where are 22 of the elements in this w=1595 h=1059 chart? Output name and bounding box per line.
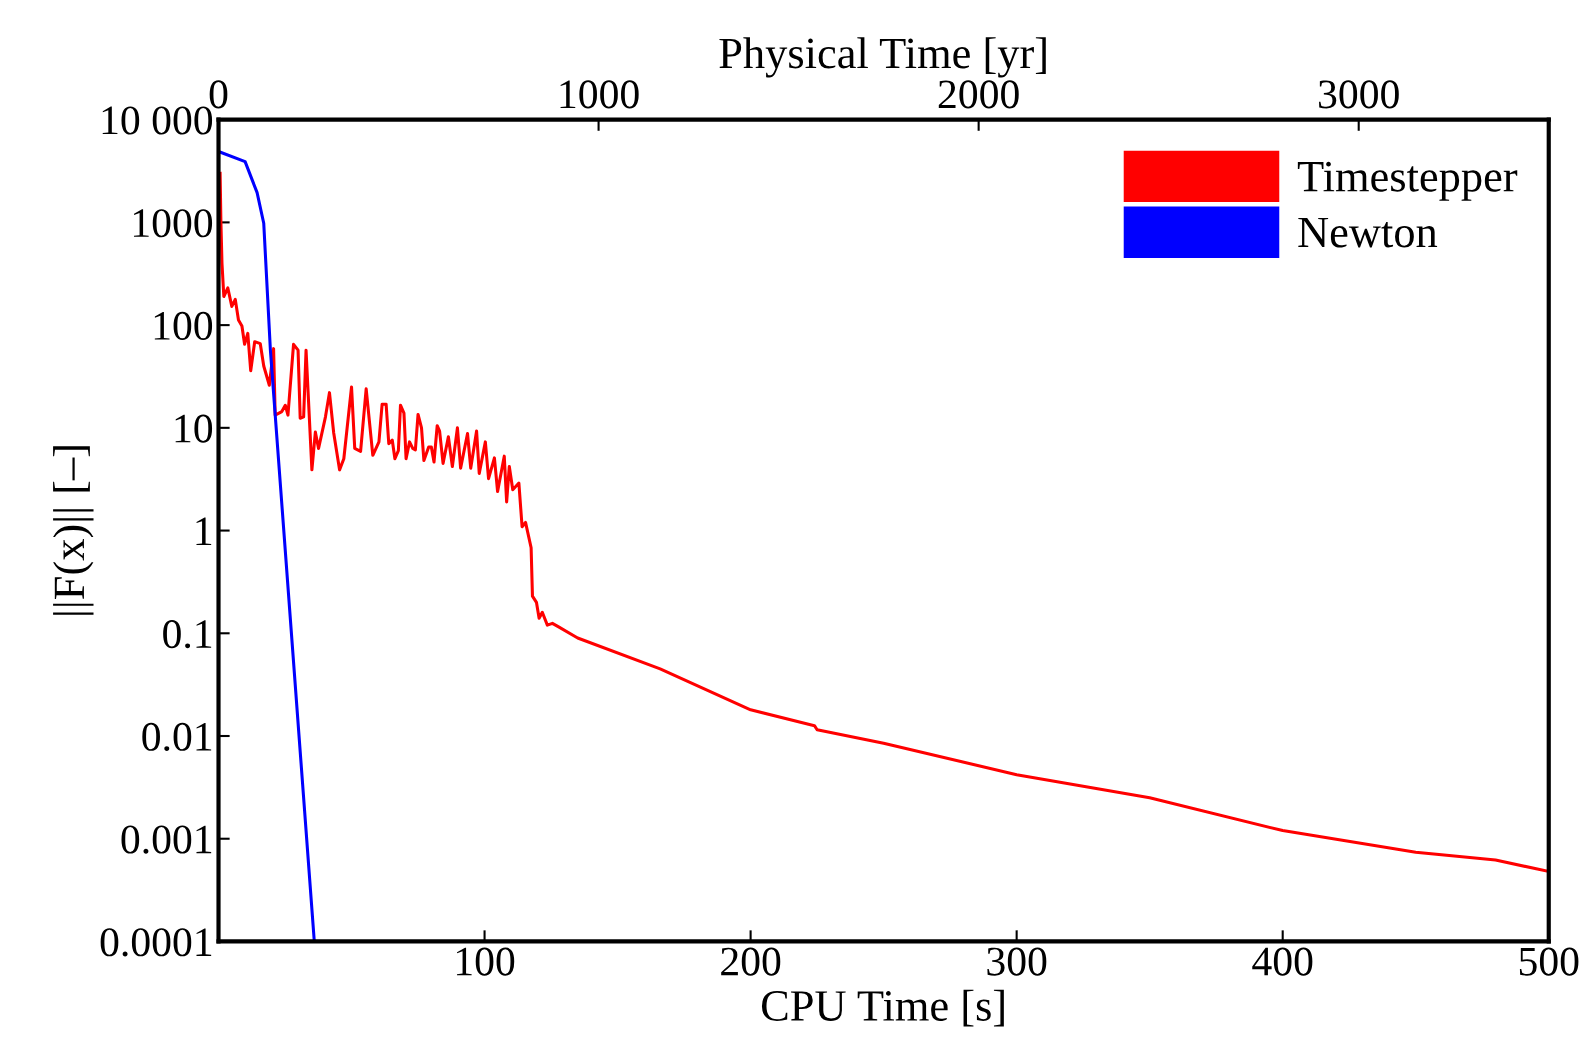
legend-label: Timestepper xyxy=(1297,161,1518,201)
x-tick-label: 100 xyxy=(456,947,515,976)
y-tick-label: 1000 xyxy=(133,209,213,238)
x-tick-label: 300 xyxy=(987,947,1047,976)
x2-axis-title: Physical Time [yr] xyxy=(719,37,1046,78)
y-axis-title: ||F(x)|| [–] xyxy=(53,446,94,615)
y-tick-label: 10 xyxy=(175,414,213,443)
x2-tick-label: 2000 xyxy=(938,80,1019,109)
y-tick-label: 0.1 xyxy=(163,620,212,649)
x2-tick-label: 1000 xyxy=(560,80,639,109)
legend-label: Newton xyxy=(1298,217,1438,248)
x-tick-label: 400 xyxy=(1252,947,1313,976)
x-tick-label: 200 xyxy=(721,947,781,976)
y-tick-label: 0.01 xyxy=(142,722,212,752)
y-tick-label: 1 xyxy=(196,517,212,546)
y-tick-label: 0.001 xyxy=(121,825,212,854)
x2-tick-label: 3000 xyxy=(1319,80,1399,109)
x-tick-label: 500 xyxy=(1519,947,1579,976)
line-series xyxy=(218,149,316,942)
y-tick-label: 0.0001 xyxy=(100,928,212,957)
x-axis-title: CPU Time [s] xyxy=(761,989,1004,1027)
y-tick-label: 100 xyxy=(154,311,213,340)
